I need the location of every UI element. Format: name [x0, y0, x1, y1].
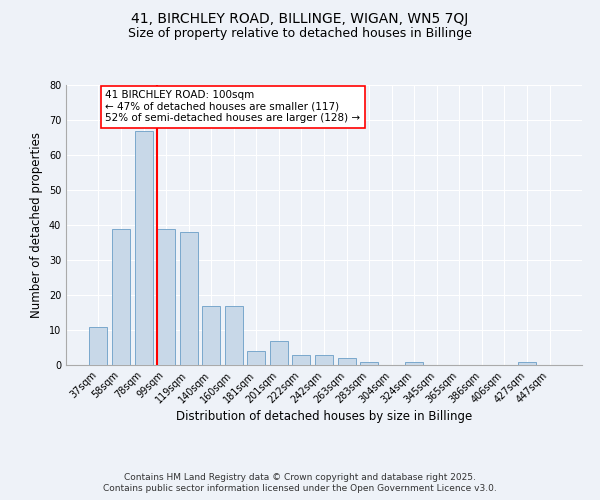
Y-axis label: Number of detached properties: Number of detached properties: [30, 132, 43, 318]
Bar: [112, 228, 130, 365]
Bar: [225, 306, 243, 365]
Bar: [247, 351, 265, 365]
Bar: [315, 354, 333, 365]
Text: 41, BIRCHLEY ROAD, BILLINGE, WIGAN, WN5 7QJ: 41, BIRCHLEY ROAD, BILLINGE, WIGAN, WN5 …: [131, 12, 469, 26]
Bar: [179, 232, 198, 365]
Bar: [338, 358, 356, 365]
Bar: [89, 326, 107, 365]
Text: Contains public sector information licensed under the Open Government Licence v3: Contains public sector information licen…: [103, 484, 497, 493]
Text: Contains HM Land Registry data © Crown copyright and database right 2025.: Contains HM Land Registry data © Crown c…: [124, 472, 476, 482]
Bar: [270, 340, 288, 365]
Bar: [157, 228, 175, 365]
Bar: [518, 362, 536, 365]
Text: 41 BIRCHLEY ROAD: 100sqm
← 47% of detached houses are smaller (117)
52% of semi-: 41 BIRCHLEY ROAD: 100sqm ← 47% of detach…: [105, 90, 361, 124]
Bar: [405, 362, 423, 365]
Bar: [292, 354, 310, 365]
Bar: [202, 306, 220, 365]
X-axis label: Distribution of detached houses by size in Billinge: Distribution of detached houses by size …: [176, 410, 472, 424]
Text: Size of property relative to detached houses in Billinge: Size of property relative to detached ho…: [128, 28, 472, 40]
Bar: [360, 362, 378, 365]
Bar: [134, 130, 152, 365]
